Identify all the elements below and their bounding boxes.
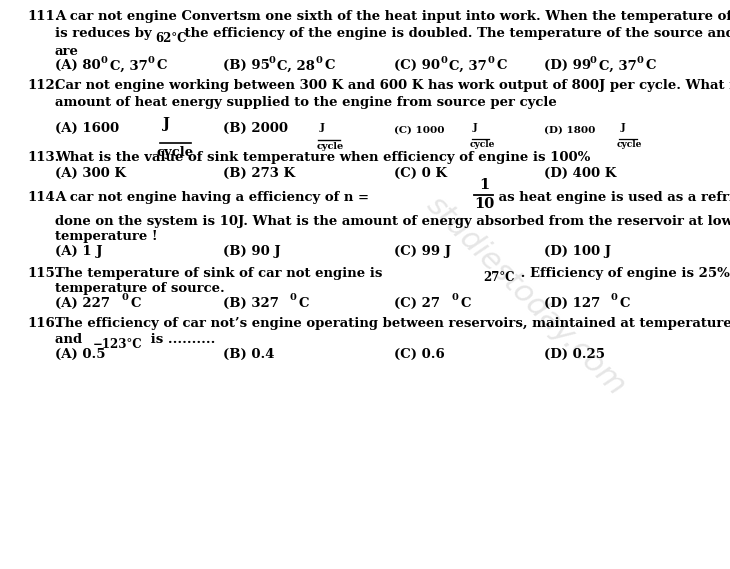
Text: temperature of source.: temperature of source. [55,282,225,295]
Text: (A) 1600: (A) 1600 [55,122,123,135]
Text: (C) 99 J: (C) 99 J [394,245,451,258]
Text: (B) 273 K: (B) 273 K [223,167,295,180]
Text: 0: 0 [147,56,155,64]
Text: 114.: 114. [28,191,61,204]
Text: Car not engine working between 300 K and 600 K has work output of 800J per cycle: Car not engine working between 300 K and… [55,79,730,92]
Text: (A) 300 K: (A) 300 K [55,167,126,180]
Text: (B) 90 J: (B) 90 J [223,245,280,258]
Text: 27°C: 27°C [483,271,515,284]
Text: (B) 0.4: (B) 0.4 [223,348,274,361]
Text: (B) 2000: (B) 2000 [223,122,288,135]
Text: is ..........: is .......... [146,333,215,346]
Text: (D) 99: (D) 99 [544,59,591,72]
Text: 0: 0 [488,56,494,64]
Text: The efficiency of car not’s engine operating between reservoirs, maintained at t: The efficiency of car not’s engine opera… [55,317,730,330]
Text: (B) 327: (B) 327 [223,297,279,310]
Text: 0: 0 [316,56,323,64]
Text: 0: 0 [451,293,458,302]
Text: (A) 227: (A) 227 [55,297,110,310]
Text: 115.: 115. [28,267,61,280]
Text: cycle: cycle [617,139,642,149]
Text: done on the system is 10J. What is the amount of energy absorbed from the reserv: done on the system is 10J. What is the a… [55,215,730,228]
Text: 112.: 112. [28,79,61,92]
Text: (D) 400 K: (D) 400 K [544,167,616,180]
Text: (D) 127: (D) 127 [544,297,600,310]
Text: C: C [157,59,167,72]
Text: J: J [620,123,625,132]
Text: 1: 1 [479,178,489,192]
Text: C: C [298,297,309,310]
Text: the efficiency of the engine is doubled. The temperature of the source and sink: the efficiency of the engine is doubled.… [180,27,730,40]
Text: (D) 100 J: (D) 100 J [544,245,611,258]
Text: 0: 0 [637,56,644,64]
Text: C, 37: C, 37 [110,59,147,72]
Text: J: J [163,117,170,131]
Text: (C) 90: (C) 90 [394,59,440,72]
Text: is reduces by: is reduces by [55,27,156,40]
Text: 0: 0 [610,293,618,302]
Text: 113.: 113. [28,151,60,164]
Text: C, 37: C, 37 [449,59,487,72]
Text: C, 28: C, 28 [277,59,315,72]
Text: . Efficiency of engine is 25% Then find the: . Efficiency of engine is 25% Then find … [515,267,730,280]
Text: (D) 1800: (D) 1800 [544,125,595,134]
Text: temperature !: temperature ! [55,230,158,243]
Text: (A) 80: (A) 80 [55,59,101,72]
Text: What is the value of sink temperature when efficiency of engine is 100%: What is the value of sink temperature wh… [55,151,590,164]
Text: 116.: 116. [28,317,61,330]
Text: (C) 0 K: (C) 0 K [394,167,447,180]
Text: cycle: cycle [469,139,495,149]
Text: A car not engine having a efficiency of n =: A car not engine having a efficiency of … [55,191,373,204]
Text: C: C [496,59,507,72]
Text: as heat engine is used as a refrigerators. if the work: as heat engine is used as a refrigerator… [494,191,730,204]
Text: J: J [473,123,477,132]
Text: 0: 0 [590,56,596,64]
Text: cycle: cycle [317,142,344,151]
Text: 0: 0 [440,56,447,64]
Text: amount of heat energy supplied to the engine from source per cycle: amount of heat energy supplied to the en… [55,96,556,109]
Text: C: C [130,297,141,310]
Text: 62°C: 62°C [155,32,187,45]
Text: J: J [320,122,325,131]
Text: −123°C: −123°C [93,338,142,351]
Text: 10: 10 [474,197,494,212]
Text: A car not engine Convertsm one sixth of the heat input into work. When the tempe: A car not engine Convertsm one sixth of … [55,10,730,23]
Text: 0: 0 [289,293,296,302]
Text: C: C [646,59,656,72]
Text: C: C [619,297,630,310]
Text: C, 37: C, 37 [599,59,637,72]
Text: (A) 0.5: (A) 0.5 [55,348,105,361]
Text: (C) 0.6: (C) 0.6 [394,348,445,361]
Text: C: C [460,297,471,310]
Text: and: and [55,333,86,346]
Text: cycle: cycle [157,146,194,159]
Text: (D) 0.25: (D) 0.25 [544,348,605,361]
Text: 111.: 111. [28,10,61,23]
Text: (B) 95: (B) 95 [223,59,269,72]
Text: (A) 1 J: (A) 1 J [55,245,102,258]
Text: studiestoday.com: studiestoday.com [420,191,631,401]
Text: 0: 0 [121,293,128,302]
Text: (C) 27: (C) 27 [394,297,440,310]
Text: The temperature of sink of car not engine is: The temperature of sink of car not engin… [55,267,387,280]
Text: C: C [324,59,335,72]
Text: 0: 0 [101,56,107,64]
Text: 0: 0 [269,56,275,64]
Text: (C) 1000: (C) 1000 [394,125,445,134]
Text: are: are [55,44,79,57]
